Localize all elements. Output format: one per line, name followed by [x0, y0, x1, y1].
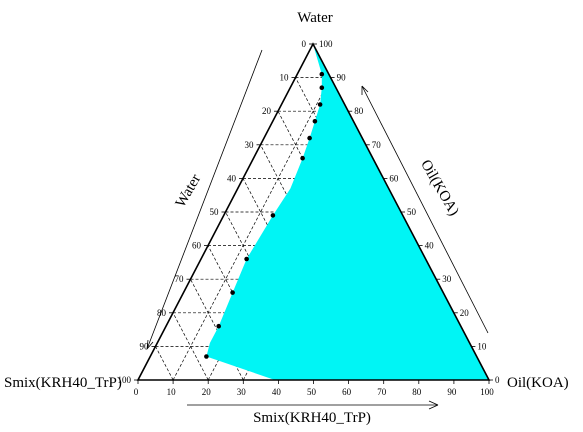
- vertex-label-smix: Smix(KRH40_TrP): [4, 375, 122, 391]
- tick-label-oil: 50: [407, 207, 417, 217]
- axis-arrow-oil: [361, 85, 489, 334]
- tick-label-water: 80: [157, 308, 167, 318]
- tick-label-oil: 80: [354, 106, 364, 116]
- data-point: [312, 119, 318, 124]
- tick-label-oil: 0: [495, 375, 500, 385]
- data-points: [204, 71, 325, 359]
- tick-label-water: 90: [140, 341, 150, 351]
- tick-label-oil: 10: [477, 341, 487, 351]
- tick-label-water: 50: [210, 207, 220, 217]
- tick-label-smix: 90: [447, 387, 457, 397]
- data-point: [317, 102, 323, 107]
- tick-label-smix: 0: [134, 387, 139, 397]
- data-point: [244, 256, 249, 262]
- vertex-label-oil: Oil(KOA): [507, 375, 569, 391]
- tick-label-smix: 100: [480, 387, 494, 397]
- tick-label-oil: 100: [319, 39, 333, 49]
- tick-label-water: 40: [227, 173, 237, 183]
- tick-label-oil: 60: [389, 173, 399, 183]
- tick-label-water: 0: [302, 39, 307, 49]
- data-point: [300, 155, 305, 161]
- tick-label-smix: 50: [307, 387, 317, 397]
- grid-line-smix: [155, 346, 174, 381]
- data-point: [230, 290, 235, 295]
- tick-label-oil: 20: [460, 308, 470, 318]
- axis-arrow-water: [146, 49, 263, 350]
- data-point: [319, 85, 325, 90]
- tick-label-water: 30: [245, 140, 255, 150]
- tick-label-water: 20: [262, 106, 272, 116]
- tick-label-smix: 80: [412, 387, 422, 397]
- tick-label-oil: 30: [442, 274, 452, 284]
- tick-label-smix: 10: [167, 387, 177, 397]
- tick-marks: [134, 43, 493, 384]
- tick-label-smix: 70: [377, 387, 387, 397]
- data-point: [270, 213, 276, 218]
- tick-label-smix: 60: [342, 387, 352, 397]
- axis-title-oil: Oil(KOA): [417, 157, 462, 218]
- tick-label-smix: 40: [272, 387, 282, 397]
- grid-line-oil: [172, 77, 331, 381]
- tick-label-water: 100: [118, 375, 132, 385]
- tick-label-smix: 30: [237, 387, 247, 397]
- tick-label-water: 70: [175, 274, 185, 284]
- grid-line-smix: [190, 279, 244, 381]
- tick-label-water: 10: [280, 73, 290, 83]
- grid-line-smix: [172, 312, 209, 381]
- vertex-label-water: Water: [297, 10, 332, 26]
- tick-label-oil: 70: [372, 140, 382, 150]
- axis-title-water: Water: [173, 172, 205, 211]
- tick-label-oil: 40: [425, 241, 435, 251]
- axis-arrow-smix: [187, 400, 439, 410]
- data-point: [319, 71, 325, 77]
- tick-label-smix: 20: [202, 387, 212, 397]
- data-point: [307, 135, 312, 141]
- data-point: [204, 354, 209, 359]
- axis-title-smix: Smix(KRH40_TrP): [253, 410, 371, 426]
- nanoemulsion-region: [206, 44, 489, 380]
- data-point: [216, 323, 221, 329]
- tick-label-oil: 90: [337, 73, 347, 83]
- tick-label-water: 60: [192, 241, 202, 251]
